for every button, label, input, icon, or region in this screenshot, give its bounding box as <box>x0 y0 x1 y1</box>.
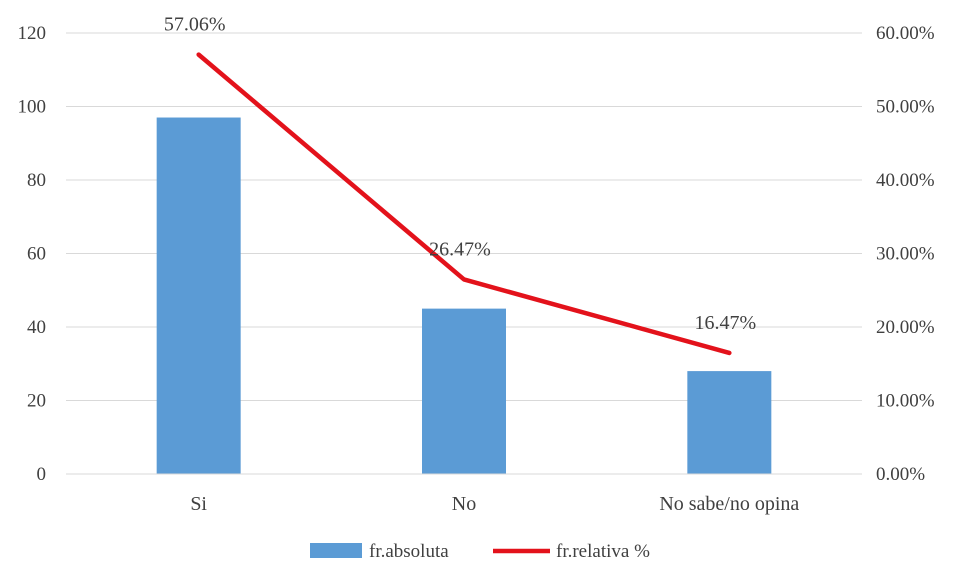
data-label: 57.06% <box>164 14 226 36</box>
right-tick-label: 50.00% <box>876 97 935 118</box>
right-tick-label: 30.00% <box>876 244 935 265</box>
left-tick-label: 0 <box>37 464 47 485</box>
legend-label: fr.absoluta <box>369 541 449 562</box>
legend: fr.absoluta fr.relativa % <box>310 541 650 562</box>
bar <box>156 117 241 475</box>
left-tick-label: 100 <box>18 97 47 118</box>
legend-swatch-bar <box>310 543 362 558</box>
right-tick-label: 10.00% <box>876 391 935 412</box>
data-labels: 57.06% 26.47% 16.47% <box>164 14 756 334</box>
left-tick-label: 60 <box>27 244 46 265</box>
left-tick-label: 120 <box>18 23 47 44</box>
left-tick-label: 80 <box>27 170 46 191</box>
right-tick-label: 60.00% <box>876 23 935 44</box>
left-tick-label: 40 <box>27 317 46 338</box>
line-series <box>196 52 732 356</box>
right-tick-label: 20.00% <box>876 317 935 338</box>
right-axis-ticks: 0.00% 10.00% 20.00% 30.00% 40.00% 50.00% 60.00… <box>876 23 935 485</box>
right-tick-label: 0.00% <box>876 464 925 485</box>
left-tick-label: 20 <box>27 391 46 412</box>
right-tick-label: 40.00% <box>876 170 935 191</box>
series-line <box>196 52 732 356</box>
data-label: 16.47% <box>694 312 756 334</box>
data-label: 26.47% <box>429 238 491 260</box>
category-label: No sabe/no opina <box>659 493 799 515</box>
category-label: No <box>452 493 476 515</box>
bar <box>687 371 772 474</box>
category-labels: Si No No sabe/no opina <box>190 493 799 515</box>
bar <box>422 308 506 474</box>
legend-label: fr.relativa % <box>556 541 650 562</box>
left-axis-ticks: 0 20 40 60 80 100 120 <box>18 23 47 485</box>
category-label: Si <box>190 493 207 515</box>
bar-series <box>156 117 772 475</box>
